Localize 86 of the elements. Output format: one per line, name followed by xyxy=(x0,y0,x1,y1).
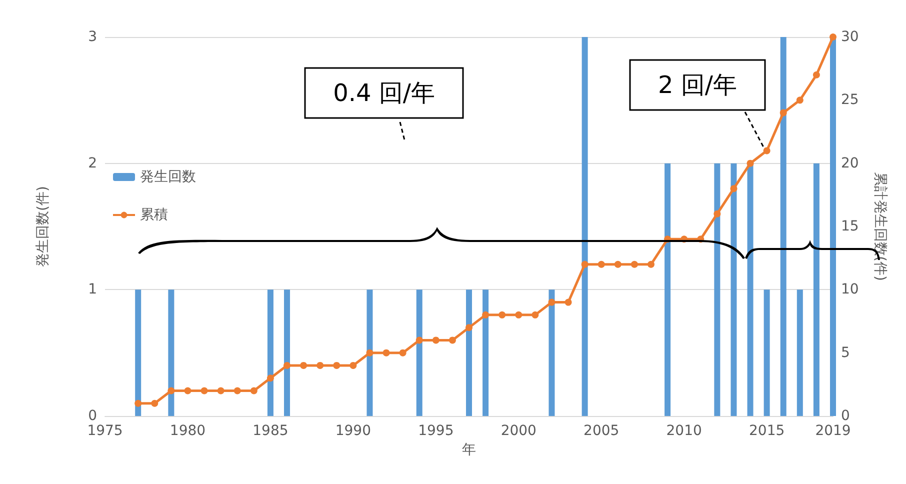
y2-tick-label: 10 xyxy=(841,282,859,298)
bar xyxy=(168,290,174,416)
point xyxy=(134,400,142,407)
bar xyxy=(764,290,770,416)
bar xyxy=(830,37,836,416)
y2-tick-label: 5 xyxy=(841,344,850,361)
point xyxy=(564,298,572,306)
x-tick-label: 2000 xyxy=(500,423,536,439)
bar xyxy=(466,290,472,416)
point xyxy=(266,374,274,382)
point xyxy=(498,311,506,318)
bar xyxy=(780,37,786,416)
point xyxy=(448,336,456,344)
y2-tick-label: 30 xyxy=(841,29,859,45)
point xyxy=(200,387,208,394)
point xyxy=(151,400,158,407)
bar xyxy=(813,163,820,416)
point xyxy=(366,349,374,356)
annotation: 0.4 回/年 xyxy=(333,79,435,107)
y2-tick-label: 20 xyxy=(841,155,859,172)
point xyxy=(284,362,290,369)
point xyxy=(399,349,406,356)
x-axis-title: 年 xyxy=(462,442,476,458)
point xyxy=(648,260,654,268)
point xyxy=(333,362,340,369)
bar xyxy=(664,163,671,416)
y2-tick-label: 25 xyxy=(841,92,859,108)
legend-label: 発生回数 xyxy=(140,169,196,185)
y2-tick-label: 15 xyxy=(841,218,859,234)
point xyxy=(532,311,539,318)
bar xyxy=(366,290,373,416)
bar xyxy=(548,290,555,416)
point xyxy=(350,362,357,369)
y-tick-label: 1 xyxy=(88,282,97,298)
point xyxy=(466,324,472,332)
point xyxy=(432,336,440,344)
point xyxy=(217,387,224,394)
x-tick-label: 2015 xyxy=(749,423,785,439)
x-tick-label: 2005 xyxy=(584,423,620,439)
y-tick-label: 0 xyxy=(88,408,97,424)
x-tick-label: 2019 xyxy=(815,423,851,439)
point xyxy=(316,362,324,369)
x-tick-label: 1980 xyxy=(170,423,206,439)
point xyxy=(730,185,738,192)
y-tick-label: 2 xyxy=(88,155,97,172)
y-axis-title: 発生回数(件) xyxy=(35,186,51,267)
point xyxy=(515,311,522,318)
point xyxy=(780,109,787,116)
point xyxy=(416,336,423,344)
bar xyxy=(482,290,489,416)
point xyxy=(382,349,390,356)
point xyxy=(746,160,754,167)
y2-tick-label: 0 xyxy=(841,408,850,424)
point xyxy=(812,71,820,78)
point xyxy=(300,362,308,369)
point xyxy=(250,387,258,394)
bar xyxy=(714,163,720,416)
x-tick-label: 1985 xyxy=(252,423,288,439)
x-tick-label: 1975 xyxy=(87,423,123,439)
bar xyxy=(796,290,803,416)
point xyxy=(830,34,836,40)
bar xyxy=(135,290,142,416)
point xyxy=(714,210,721,218)
point xyxy=(796,96,804,104)
point xyxy=(482,311,490,318)
point xyxy=(614,260,622,268)
point xyxy=(234,387,241,394)
point xyxy=(581,260,588,268)
bar xyxy=(284,290,290,416)
point xyxy=(598,260,605,268)
point xyxy=(763,147,770,154)
bar xyxy=(582,37,588,416)
x-tick-label: 1995 xyxy=(418,423,454,439)
y-tick-label: 3 xyxy=(88,29,97,45)
legend-label: 累積 xyxy=(140,207,168,223)
point xyxy=(548,298,556,306)
x-tick-label: 2010 xyxy=(666,423,702,439)
bar xyxy=(267,290,274,416)
bar xyxy=(730,163,737,416)
point xyxy=(630,260,638,268)
x-tick-label: 1990 xyxy=(335,423,371,439)
bar xyxy=(416,290,422,416)
annotation: 2 回/年 xyxy=(658,71,737,99)
point xyxy=(184,387,192,394)
bar xyxy=(747,163,754,416)
point xyxy=(168,387,175,394)
